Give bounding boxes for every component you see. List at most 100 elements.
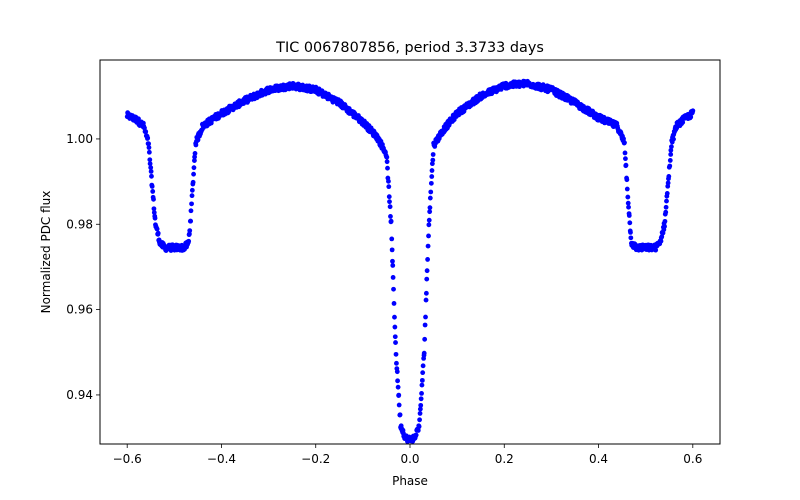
- data-point: [429, 161, 435, 167]
- data-point: [397, 412, 403, 418]
- data-point: [624, 177, 630, 183]
- data-point: [390, 275, 396, 280]
- x-tick-label: 0.4: [589, 452, 608, 466]
- data-point: [625, 200, 631, 206]
- data-point: [419, 382, 425, 388]
- data-point: [387, 204, 393, 210]
- data-point: [665, 180, 671, 186]
- data-point: [395, 378, 400, 384]
- data-point: [419, 377, 425, 383]
- data-point: [624, 186, 630, 192]
- data-point: [667, 158, 673, 163]
- data-point: [423, 290, 429, 296]
- data-point: [658, 238, 664, 244]
- data-point: [690, 108, 696, 114]
- data-point: [415, 428, 421, 433]
- data-point: [136, 116, 141, 122]
- data-point: [146, 141, 152, 147]
- data-point: [152, 215, 158, 221]
- data-point: [426, 222, 432, 228]
- data-point: [416, 424, 422, 429]
- data-point: [392, 314, 397, 320]
- data-point: [625, 194, 631, 200]
- data-point: [425, 257, 430, 262]
- data-point: [671, 136, 676, 142]
- data-point: [428, 189, 434, 195]
- data-point: [662, 218, 668, 224]
- data-point: [622, 150, 628, 156]
- y-tick-label: 1.00: [66, 132, 93, 146]
- data-point: [154, 226, 160, 232]
- data-point: [419, 391, 424, 396]
- data-point: [417, 411, 423, 416]
- data-point: [418, 402, 424, 408]
- data-point: [427, 195, 433, 201]
- data-point: [394, 369, 400, 375]
- data-point: [653, 247, 659, 253]
- data-point: [666, 174, 672, 179]
- data-point: [428, 180, 434, 186]
- chart-title: TIC 0067807856, period 3.3733 days: [275, 40, 544, 56]
- data-point: [386, 194, 392, 200]
- data-point: [385, 165, 390, 171]
- data-point: [189, 187, 195, 193]
- data-point: [195, 137, 201, 143]
- data-point: [626, 213, 632, 218]
- data-point: [688, 114, 694, 120]
- data-point: [430, 157, 436, 163]
- data-point: [145, 135, 151, 141]
- x-tick-label: −0.2: [301, 452, 330, 466]
- data-point: [146, 149, 152, 155]
- data-point: [151, 206, 157, 212]
- data-point: [622, 140, 627, 146]
- data-point: [148, 165, 154, 171]
- y-tick-label: 0.94: [66, 388, 93, 402]
- data-point: [192, 158, 197, 164]
- data-point: [392, 334, 398, 340]
- data-point: [423, 297, 429, 303]
- data-point: [429, 168, 435, 173]
- data-point: [384, 154, 390, 160]
- data-point: [147, 161, 153, 167]
- data-point: [668, 152, 674, 157]
- data-point: [151, 196, 156, 202]
- data-point: [663, 209, 669, 215]
- x-axis-label: Phase: [392, 474, 428, 488]
- data-point: [424, 276, 430, 282]
- data-point: [669, 144, 674, 150]
- data-point: [391, 301, 397, 306]
- data-point: [189, 193, 195, 199]
- data-point: [155, 230, 161, 236]
- data-point: [425, 243, 431, 249]
- data-point: [627, 220, 633, 226]
- x-tick-label: 0.2: [495, 452, 514, 466]
- data-point: [386, 184, 392, 190]
- data-point: [396, 392, 402, 398]
- data-point: [663, 204, 669, 210]
- data-point: [427, 205, 433, 211]
- data-point: [391, 286, 396, 292]
- data-point: [150, 189, 156, 194]
- data-point: [426, 217, 432, 223]
- data-point: [149, 173, 154, 179]
- data-point: [623, 162, 629, 168]
- data-point: [668, 147, 674, 153]
- data-point: [662, 224, 667, 229]
- data-point: [430, 152, 436, 157]
- data-point: [187, 228, 193, 234]
- data-point: [417, 406, 423, 412]
- data-point: [429, 174, 435, 179]
- data-point: [190, 179, 196, 185]
- data-point: [188, 208, 194, 214]
- data-point: [426, 233, 431, 239]
- data-point: [147, 157, 153, 163]
- data-point: [192, 151, 198, 156]
- data-point: [628, 230, 633, 235]
- data-point: [395, 384, 401, 390]
- data-point: [143, 129, 149, 135]
- x-tick-label: −0.4: [207, 452, 236, 466]
- data-point: [388, 218, 394, 224]
- data-point: [389, 247, 395, 253]
- data-point: [188, 218, 194, 224]
